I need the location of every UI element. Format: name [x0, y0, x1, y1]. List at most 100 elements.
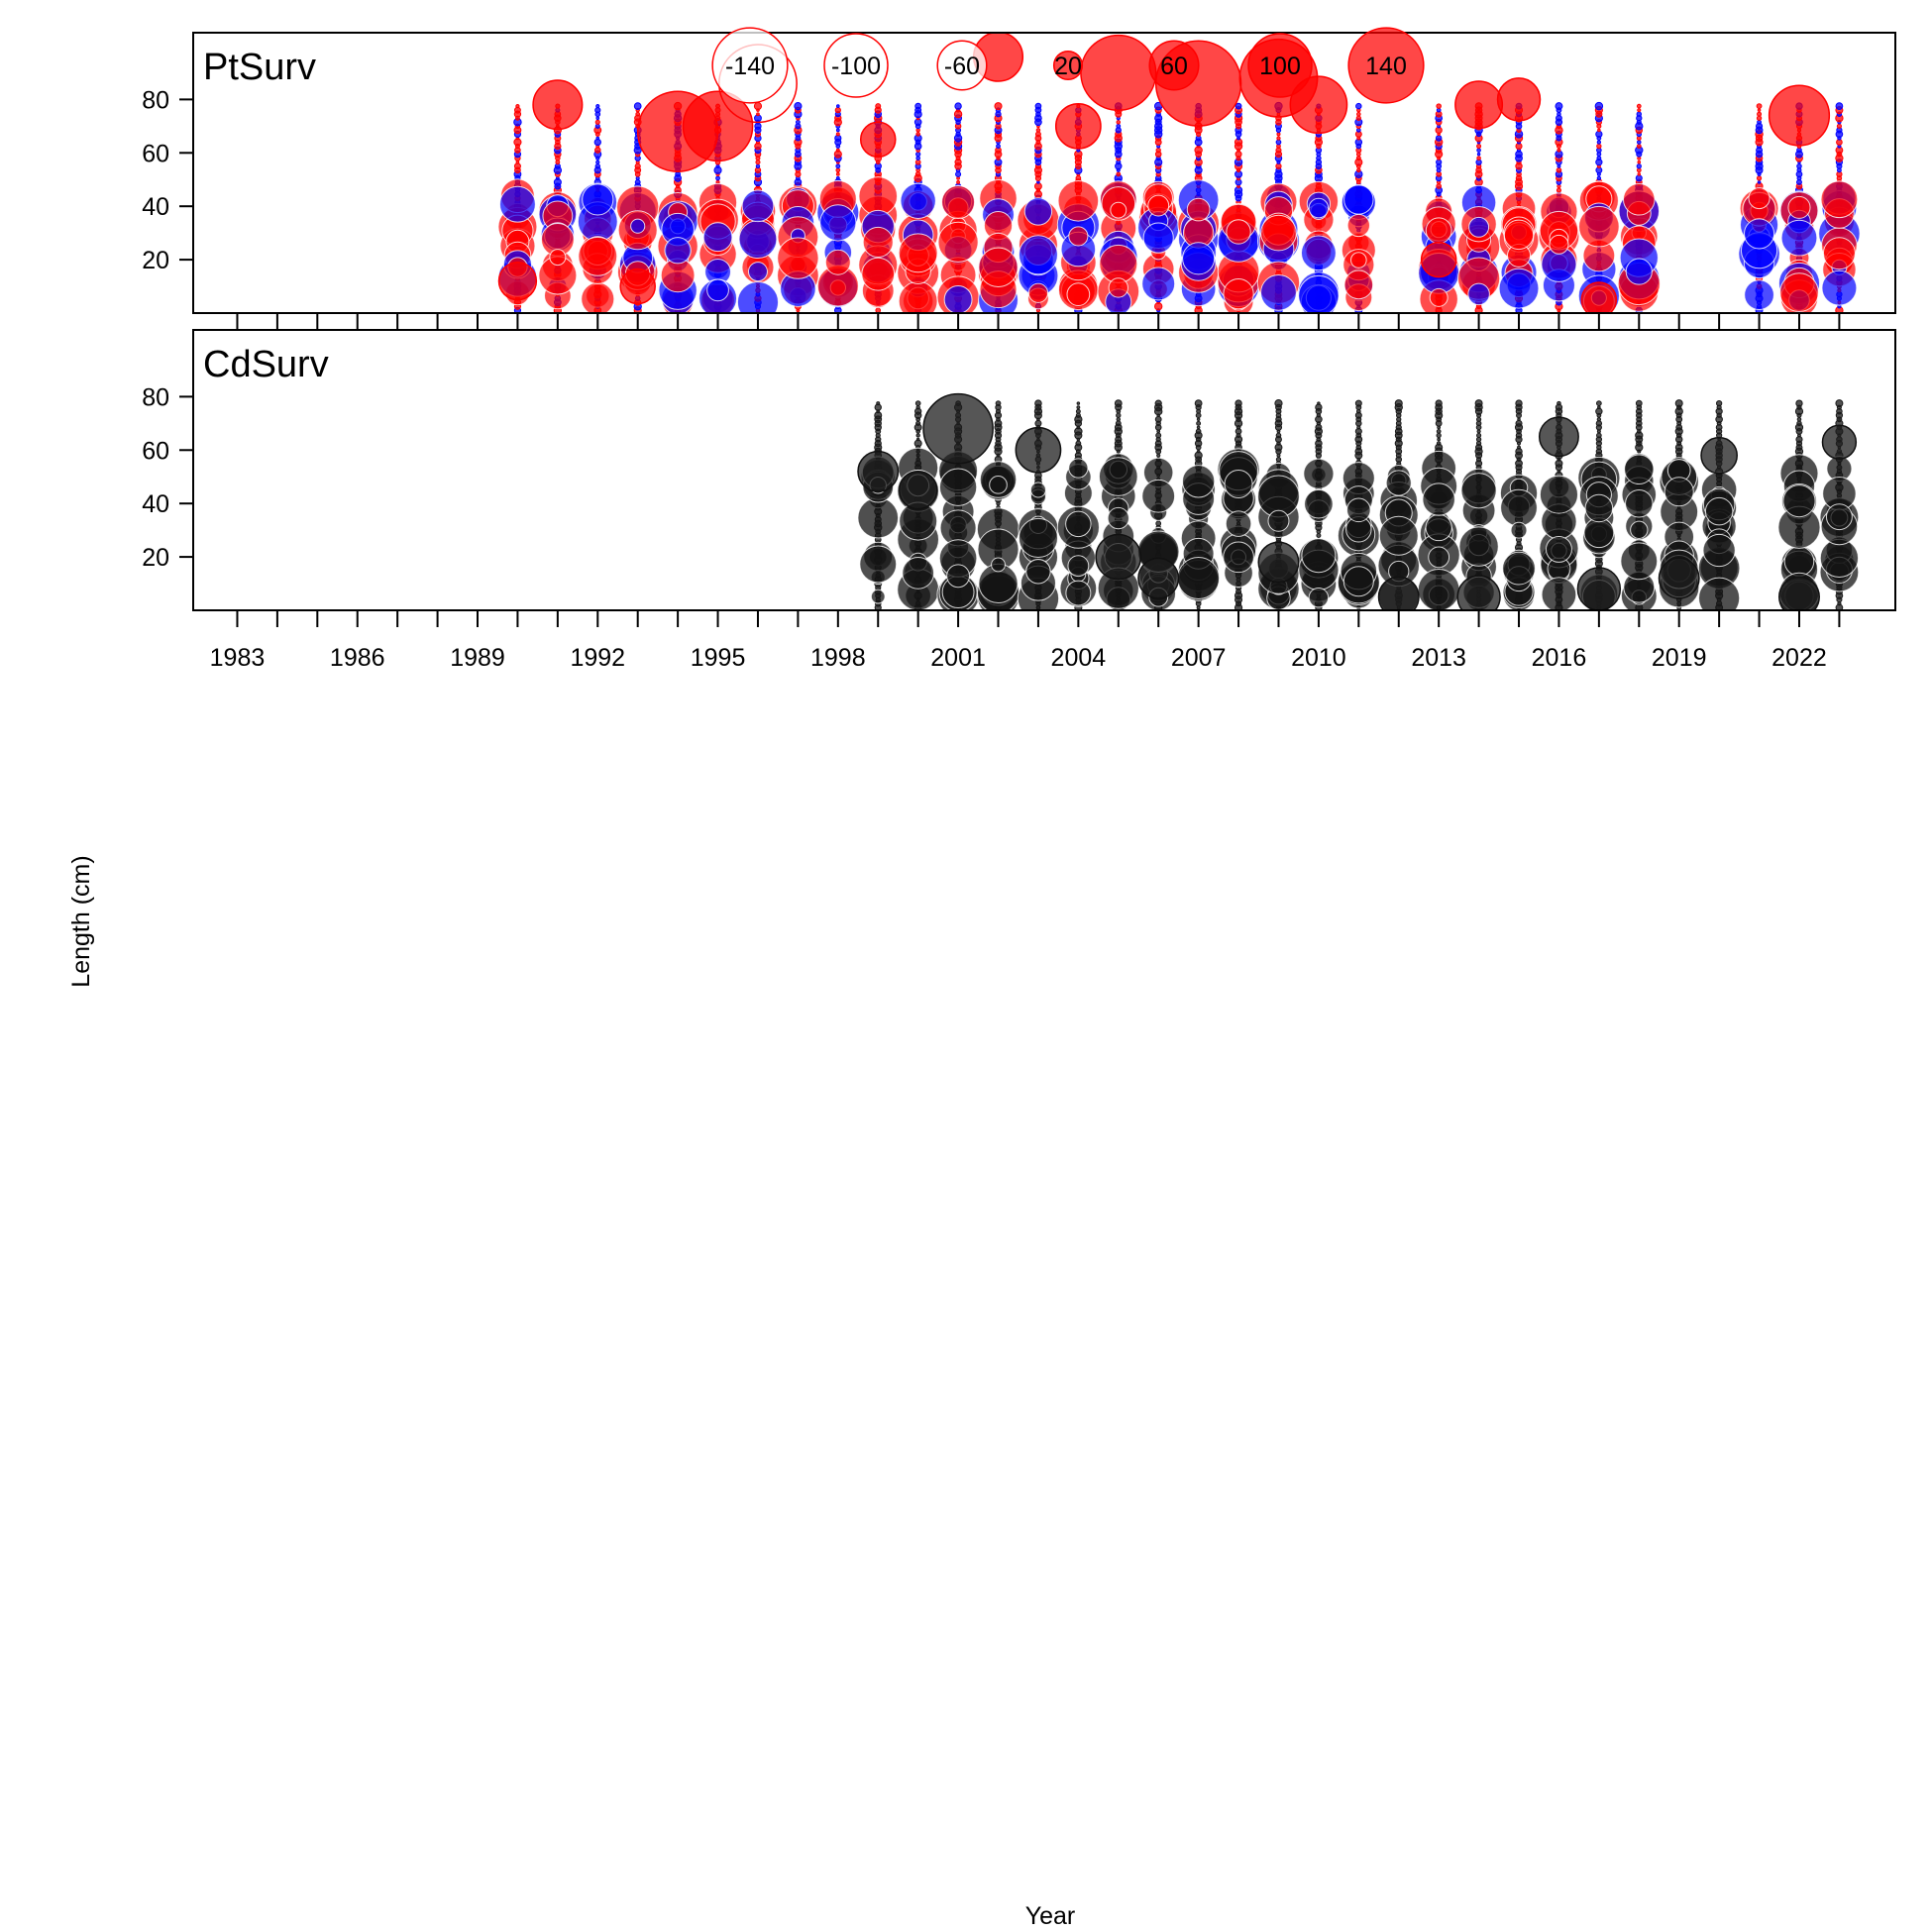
- residual-point: [1182, 242, 1216, 275]
- residual-point: [1066, 282, 1091, 307]
- residual-point: [594, 123, 600, 129]
- residual-point: [1027, 282, 1049, 303]
- residual-point: [1596, 417, 1602, 422]
- residual-point: [1177, 557, 1221, 599]
- residual-point: [1796, 147, 1802, 154]
- residual-point: [835, 171, 840, 176]
- residual-point: [1782, 484, 1816, 518]
- residual-point: [1510, 521, 1528, 539]
- residual-point: [1226, 219, 1251, 245]
- residual-point: [1068, 226, 1089, 247]
- residual-point: [875, 103, 882, 110]
- residual-point: [859, 545, 898, 584]
- residual-point: [594, 119, 600, 125]
- residual-point: [795, 119, 801, 125]
- residual-point: [1458, 526, 1499, 567]
- residual-point: [1596, 432, 1602, 439]
- residual-point: [1436, 429, 1442, 434]
- panel-frame-ptsurv: [192, 32, 1896, 314]
- residual-point: [1596, 156, 1602, 161]
- residual-point: [1468, 216, 1490, 238]
- residual-point: [857, 496, 900, 539]
- residual-point: [1154, 399, 1162, 407]
- residual-point: [1636, 144, 1642, 149]
- residual-point: [900, 182, 936, 219]
- residual-point: [915, 420, 921, 426]
- legend-bubble: [1052, 50, 1084, 81]
- residual-point: [1624, 454, 1655, 485]
- residual-point: [1596, 175, 1602, 181]
- residual-point: [1394, 399, 1403, 408]
- residual-point: [1076, 405, 1081, 410]
- residual-point: [1115, 420, 1122, 427]
- residual-point: [1036, 180, 1040, 184]
- residual-point: [1637, 172, 1642, 176]
- x-tick-label: 2007: [1171, 644, 1227, 672]
- residual-point: [1822, 237, 1856, 270]
- residual-point: [1035, 128, 1041, 133]
- residual-point: [1476, 429, 1481, 434]
- x-tick-label: 2019: [1652, 644, 1707, 672]
- large-residual-point: [859, 121, 897, 159]
- x-tick-label: 1998: [810, 644, 866, 672]
- residual-point: [1116, 120, 1122, 125]
- residual-point: [1075, 412, 1081, 418]
- residual-point: [581, 281, 615, 313]
- residual-point: [1034, 131, 1041, 138]
- residual-point: [1356, 167, 1361, 173]
- residual-point: [1578, 205, 1620, 248]
- residual-point: [1597, 128, 1601, 133]
- residual-point: [1436, 183, 1442, 189]
- residual-point: [1756, 175, 1763, 181]
- residual-point: [1385, 470, 1412, 496]
- residual-point: [1636, 111, 1643, 117]
- residual-point: [1155, 432, 1162, 439]
- residual-point: [995, 400, 1002, 406]
- residual-point: [515, 104, 520, 109]
- residual-point: [1276, 136, 1281, 141]
- residual-point: [915, 151, 921, 158]
- residual-point: [1316, 533, 1322, 539]
- residual-point: [1515, 399, 1523, 407]
- residual-point: [1515, 419, 1523, 427]
- residual-point: [736, 280, 779, 313]
- residual-point: [937, 221, 979, 263]
- residual-point: [1425, 217, 1452, 245]
- large-residual-point: [1080, 34, 1157, 112]
- residual-point: [1502, 551, 1536, 586]
- residual-point: [915, 132, 920, 137]
- residual-point: [1476, 148, 1481, 153]
- residual-point: [794, 102, 803, 111]
- residual-point: [858, 176, 899, 216]
- residual-point: [635, 111, 641, 117]
- residual-point: [819, 204, 857, 242]
- x-tick-label: 2022: [1771, 644, 1827, 672]
- residual-point: [1142, 222, 1174, 254]
- large-residual-point: [497, 261, 538, 301]
- large-residual-point: [1257, 541, 1300, 584]
- residual-point: [1756, 103, 1763, 110]
- x-tick-label: 1995: [691, 644, 746, 672]
- residual-point: [1018, 235, 1058, 275]
- residual-point: [1476, 156, 1481, 161]
- y-tick-label: 20: [142, 247, 169, 274]
- residual-point: [1110, 201, 1127, 219]
- residual-point: [1796, 416, 1802, 422]
- residual-point: [595, 160, 600, 164]
- residual-point: [1355, 128, 1361, 133]
- residual-point: [1460, 473, 1497, 509]
- residual-point: [1234, 151, 1242, 159]
- y-tick-label: 40: [142, 490, 169, 518]
- residual-point: [1498, 268, 1540, 309]
- residual-point: [943, 284, 973, 313]
- residual-point: [1698, 577, 1741, 610]
- x-tick-label: 2013: [1411, 644, 1466, 672]
- residual-point: [1637, 140, 1642, 145]
- residual-point: [1275, 139, 1282, 146]
- residual-point: [1744, 279, 1774, 310]
- residual-point: [938, 468, 978, 506]
- residual-point: [582, 183, 614, 216]
- large-residual-point: [1496, 77, 1542, 122]
- residual-point: [1674, 399, 1683, 408]
- residual-point: [1428, 546, 1450, 569]
